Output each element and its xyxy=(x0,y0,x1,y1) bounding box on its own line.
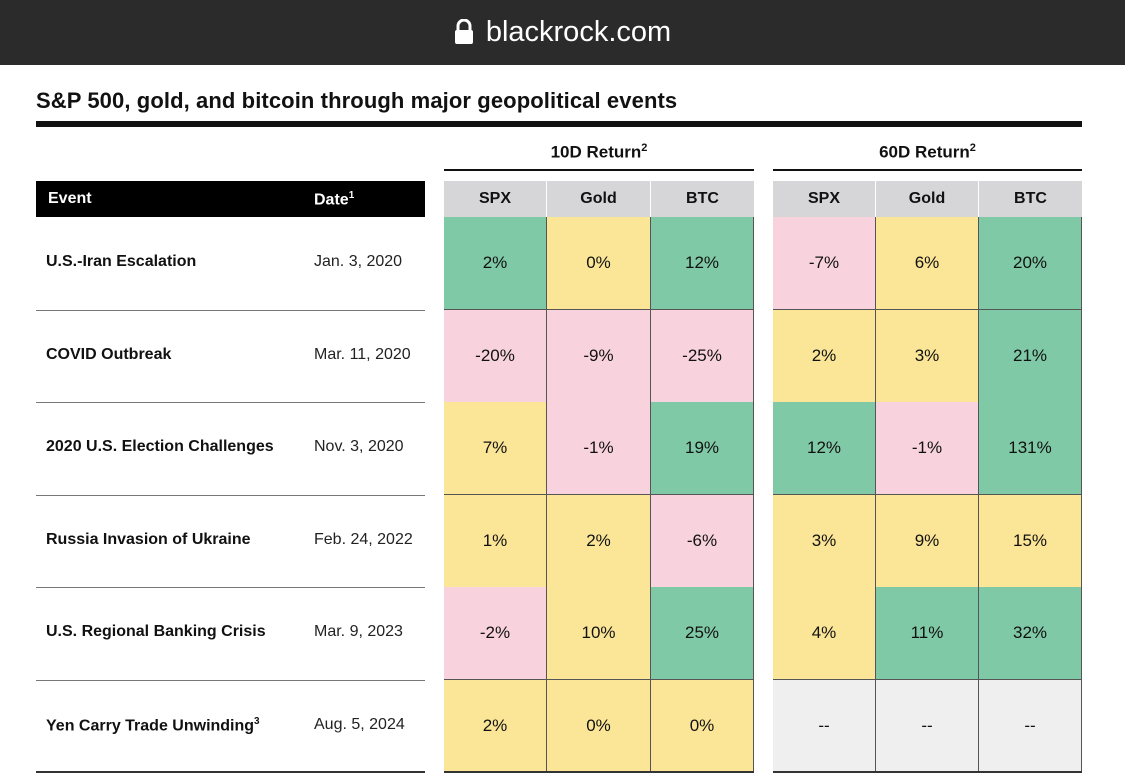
cell-d60-gold: 3% xyxy=(876,310,979,403)
event-label: U.S.-Iran Escalation xyxy=(46,253,196,271)
cell-d60-gold: 11% xyxy=(876,587,979,680)
cell-d10-spx: -20% xyxy=(444,310,547,403)
cell-d60-btc: 21% xyxy=(979,310,1082,403)
event-name: Russia Invasion of Ukraine xyxy=(46,531,251,548)
event-date-header: Event Date1 xyxy=(36,181,425,217)
event-footnote: 3 xyxy=(254,716,260,727)
event-name: U.S. Regional Banking Crisis xyxy=(46,623,266,640)
cell-d60-btc: 20% xyxy=(979,217,1082,310)
date-header-label: Date xyxy=(314,191,349,209)
event-name: Yen Carry Trade Unwinding xyxy=(46,717,255,735)
cell-d10-spx: 2% xyxy=(444,217,547,310)
url-display[interactable]: blackrock.com xyxy=(454,16,671,49)
cell-d10-btc: -6% xyxy=(651,495,754,588)
url-text: blackrock.com xyxy=(485,16,672,48)
event-label: 2020 U.S. Election Challenges xyxy=(46,438,274,456)
bottom-rule-60d xyxy=(773,771,1082,773)
event-name: U.S.-Iran Escalation xyxy=(46,253,197,270)
cell-d60-spx: -- xyxy=(773,680,876,773)
cell-d60-gold: 9% xyxy=(876,495,979,588)
row-divider xyxy=(36,680,425,681)
cell-d60-btc: -- xyxy=(979,680,1082,773)
col-header-60d-btc: BTC xyxy=(979,181,1082,217)
date-footnote: 1 xyxy=(348,190,355,201)
cell-d10-btc: 12% xyxy=(651,217,754,310)
event-date: Mar. 9, 2023 xyxy=(314,623,403,640)
cell-d10-gold: -1% xyxy=(547,402,651,495)
group-label-60d: 60D Return xyxy=(879,142,970,162)
title-divider xyxy=(36,121,1082,127)
cell-d10-gold: 0% xyxy=(547,680,651,773)
cell-d10-gold: 0% xyxy=(547,217,651,310)
cell-d60-spx: -7% xyxy=(773,217,876,310)
event-label: Yen Carry Trade Unwinding3 xyxy=(46,716,260,735)
table-title: S&P 500, gold, and bitcoin through major… xyxy=(36,88,678,113)
event-date: Aug. 5, 2024 xyxy=(314,716,405,733)
cell-d10-btc: 25% xyxy=(651,587,754,680)
cell-d60-spx: 3% xyxy=(773,495,876,588)
group-rule-10d xyxy=(444,169,754,171)
cell-d10-spx: 7% xyxy=(444,402,547,495)
event-label: COVID Outbreak xyxy=(46,346,171,364)
cell-d10-btc: -25% xyxy=(651,310,754,403)
cell-d60-spx: 4% xyxy=(773,587,876,680)
cell-d10-gold: 2% xyxy=(547,495,651,588)
cell-d60-btc: 15% xyxy=(979,495,1082,588)
col-header-10d-btc: BTC xyxy=(651,181,754,217)
col-header-60d-gold: Gold xyxy=(876,181,979,217)
group-header-60d: 60D Return2 xyxy=(773,142,1082,163)
cell-d10-btc: 0% xyxy=(651,680,754,773)
cell-d60-spx: 2% xyxy=(773,310,876,403)
event-label: U.S. Regional Banking Crisis xyxy=(46,623,266,641)
bottom-rule-10d xyxy=(444,771,754,773)
cell-d10-spx: 2% xyxy=(444,680,547,773)
cell-d10-gold: 10% xyxy=(547,587,651,680)
group-rule-60d xyxy=(773,169,1082,171)
lock-icon xyxy=(454,18,474,45)
cell-d10-btc: 19% xyxy=(651,402,754,495)
cell-d10-gold: -9% xyxy=(547,310,651,403)
cell-d10-spx: -2% xyxy=(444,587,547,680)
row-divider xyxy=(36,495,425,496)
cell-d60-gold: -- xyxy=(876,680,979,773)
event-date: Nov. 3, 2020 xyxy=(314,438,404,455)
cell-d60-spx: 12% xyxy=(773,402,876,495)
event-header: Event xyxy=(48,190,92,207)
group-footnote-10d: 2 xyxy=(641,142,648,154)
event-date: Jan. 3, 2020 xyxy=(314,253,403,270)
cell-d60-btc: 131% xyxy=(979,402,1082,495)
group-header-10d: 10D Return2 xyxy=(444,142,754,163)
event-date: Feb. 24, 2022 xyxy=(314,531,413,548)
event-name: COVID Outbreak xyxy=(46,346,172,363)
event-date: Mar. 11, 2020 xyxy=(314,346,411,363)
group-label-10d: 10D Return xyxy=(550,142,642,162)
group-footnote-60d: 2 xyxy=(969,142,976,154)
cell-d60-gold: 6% xyxy=(876,217,979,310)
col-header-10d-gold: Gold xyxy=(547,181,651,217)
cell-d60-gold: -1% xyxy=(876,402,979,495)
cell-d10-spx: 1% xyxy=(444,495,547,588)
browser-address-bar[interactable]: blackrock.com xyxy=(0,0,1125,65)
row-divider xyxy=(36,310,425,311)
event-name: 2020 U.S. Election Challenges xyxy=(46,438,274,455)
bottom-rule-left xyxy=(36,771,425,773)
col-header-10d-spx: SPX xyxy=(444,181,547,217)
event-label: Russia Invasion of Ukraine xyxy=(46,531,251,549)
date-header: Date1 xyxy=(314,190,354,209)
row-divider xyxy=(36,402,425,403)
col-header-60d-spx: SPX xyxy=(773,181,876,217)
row-divider xyxy=(36,587,425,588)
cell-d60-btc: 32% xyxy=(979,587,1082,680)
